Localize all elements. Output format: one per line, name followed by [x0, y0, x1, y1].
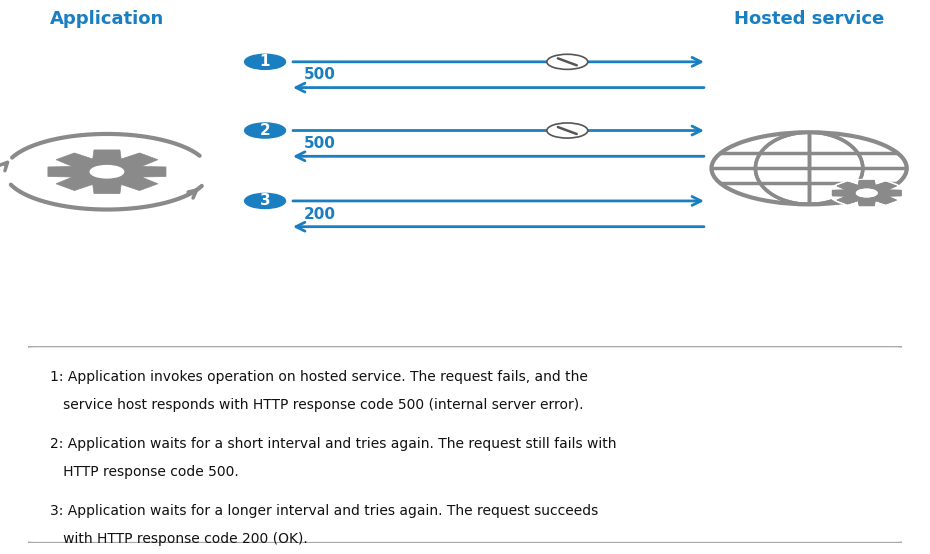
Circle shape: [245, 193, 286, 208]
Text: Application: Application: [50, 11, 164, 28]
Text: 200: 200: [304, 207, 336, 222]
PathPatch shape: [48, 150, 166, 193]
FancyBboxPatch shape: [20, 346, 910, 543]
PathPatch shape: [832, 180, 901, 206]
Text: 2: 2: [259, 123, 271, 138]
Text: 500: 500: [304, 136, 336, 151]
Circle shape: [857, 189, 877, 197]
Circle shape: [245, 123, 286, 138]
Circle shape: [547, 123, 588, 138]
Circle shape: [90, 166, 124, 178]
Circle shape: [857, 189, 877, 197]
PathPatch shape: [832, 180, 901, 206]
Text: Hosted service: Hosted service: [734, 11, 884, 28]
Text: service host responds with HTTP response code 500 (internal server error).: service host responds with HTTP response…: [50, 398, 583, 412]
Text: with HTTP response code 200 (OK).: with HTTP response code 200 (OK).: [50, 532, 308, 546]
Text: 1: 1: [259, 54, 271, 69]
Circle shape: [828, 178, 906, 207]
Text: HTTP response code 500.: HTTP response code 500.: [50, 465, 238, 479]
Text: 2: Application waits for a short interval and tries again. The request still fai: 2: Application waits for a short interva…: [50, 437, 617, 451]
Text: 1: Application invokes operation on hosted service. The request fails, and the: 1: Application invokes operation on host…: [50, 370, 588, 384]
Circle shape: [245, 54, 286, 69]
Text: 500: 500: [304, 68, 336, 83]
Text: 3: 3: [259, 193, 271, 208]
Circle shape: [547, 54, 588, 69]
Text: 3: Application waits for a longer interval and tries again. The request succeeds: 3: Application waits for a longer interv…: [50, 504, 598, 517]
